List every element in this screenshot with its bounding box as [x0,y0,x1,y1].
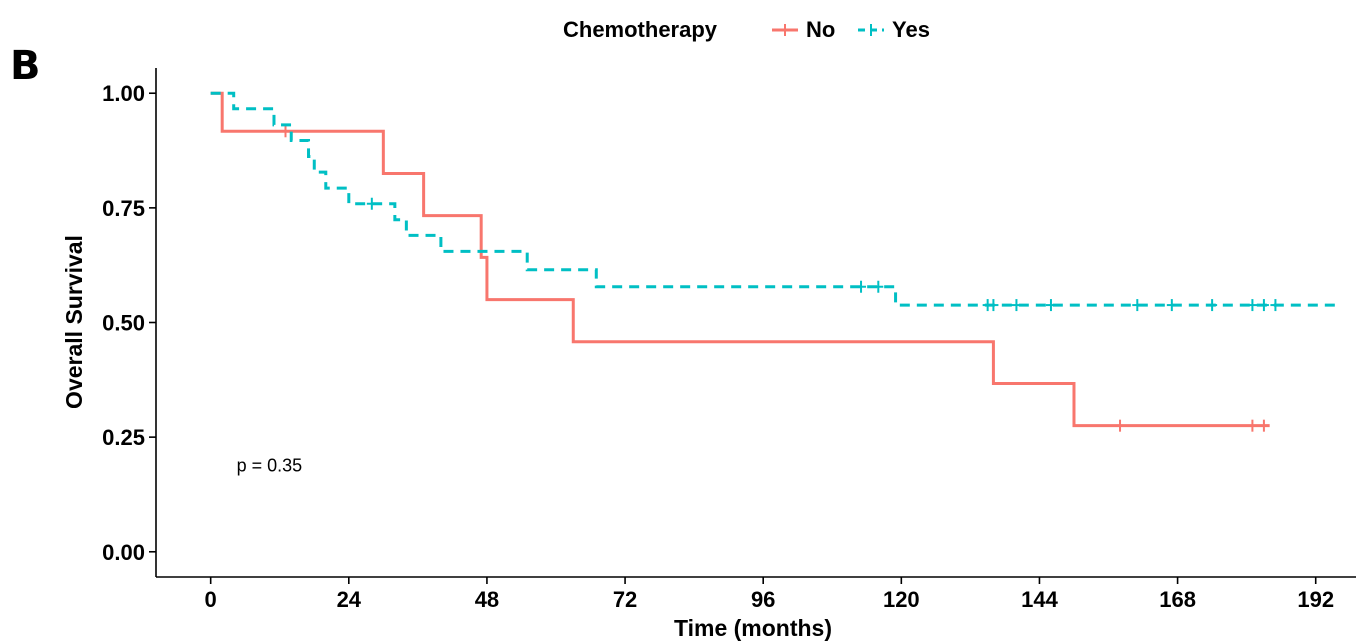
censor-mark-yes [988,299,999,312]
censor-mark-yes [1258,299,1269,312]
censor-mark-yes [366,197,377,210]
censor-mark-yes [1207,299,1218,312]
x-tick-label: 96 [751,587,775,612]
x-tick-label: 48 [475,587,499,612]
legend: Chemotherapy No Yes [563,17,930,42]
censor-mark-yes [1132,299,1143,312]
x-tick-label: 120 [883,587,920,612]
censor-mark-no [1115,419,1126,432]
censor-mark-no [1247,419,1258,432]
x-tick-label: 192 [1297,587,1334,612]
legend-label-no: No [806,17,835,42]
censor-mark-yes [1045,299,1056,312]
censor-mark-yes [1011,299,1022,312]
panel-label: B [10,43,41,89]
axes: 0 24 48 72 96 120 144 168 192 0.00 0.25 0.50 0.75 1.0… [102,68,1356,612]
legend-key-no: No [772,17,835,42]
survival-curve-yes [210,91,1339,307]
y-tick-label: 0.25 [102,425,145,450]
x-axis-title: Time (months) [674,615,832,641]
censor-mark-no [1258,419,1269,432]
legend-title: Chemotherapy [563,17,718,42]
x-tick-label: 72 [613,587,637,612]
y-tick-label: 1.00 [102,81,145,106]
y-tick-label: 0.75 [102,196,145,221]
survival-curve-no [210,91,1270,428]
y-tick-label: 0.50 [102,311,145,336]
series-layer [210,91,1339,432]
censor-mark-no [280,125,291,138]
censor-mark-yes [856,280,867,293]
legend-key-yes: Yes [858,17,930,42]
p-value-annotation: p = 0.35 [237,456,303,476]
x-tick-label: 168 [1159,587,1196,612]
censor-mark-yes [1166,299,1177,312]
y-axis-title: Overall Survival [61,235,87,409]
censor-mark-yes [873,280,884,293]
y-tick-label: 0.00 [102,540,145,565]
x-tick-label: 144 [1021,587,1058,612]
x-tick-label: 24 [337,587,362,612]
censor-mark-yes [1270,299,1281,312]
legend-label-yes: Yes [892,17,930,42]
censor-mark-yes [1247,299,1258,312]
x-tick-label: 0 [205,587,217,612]
